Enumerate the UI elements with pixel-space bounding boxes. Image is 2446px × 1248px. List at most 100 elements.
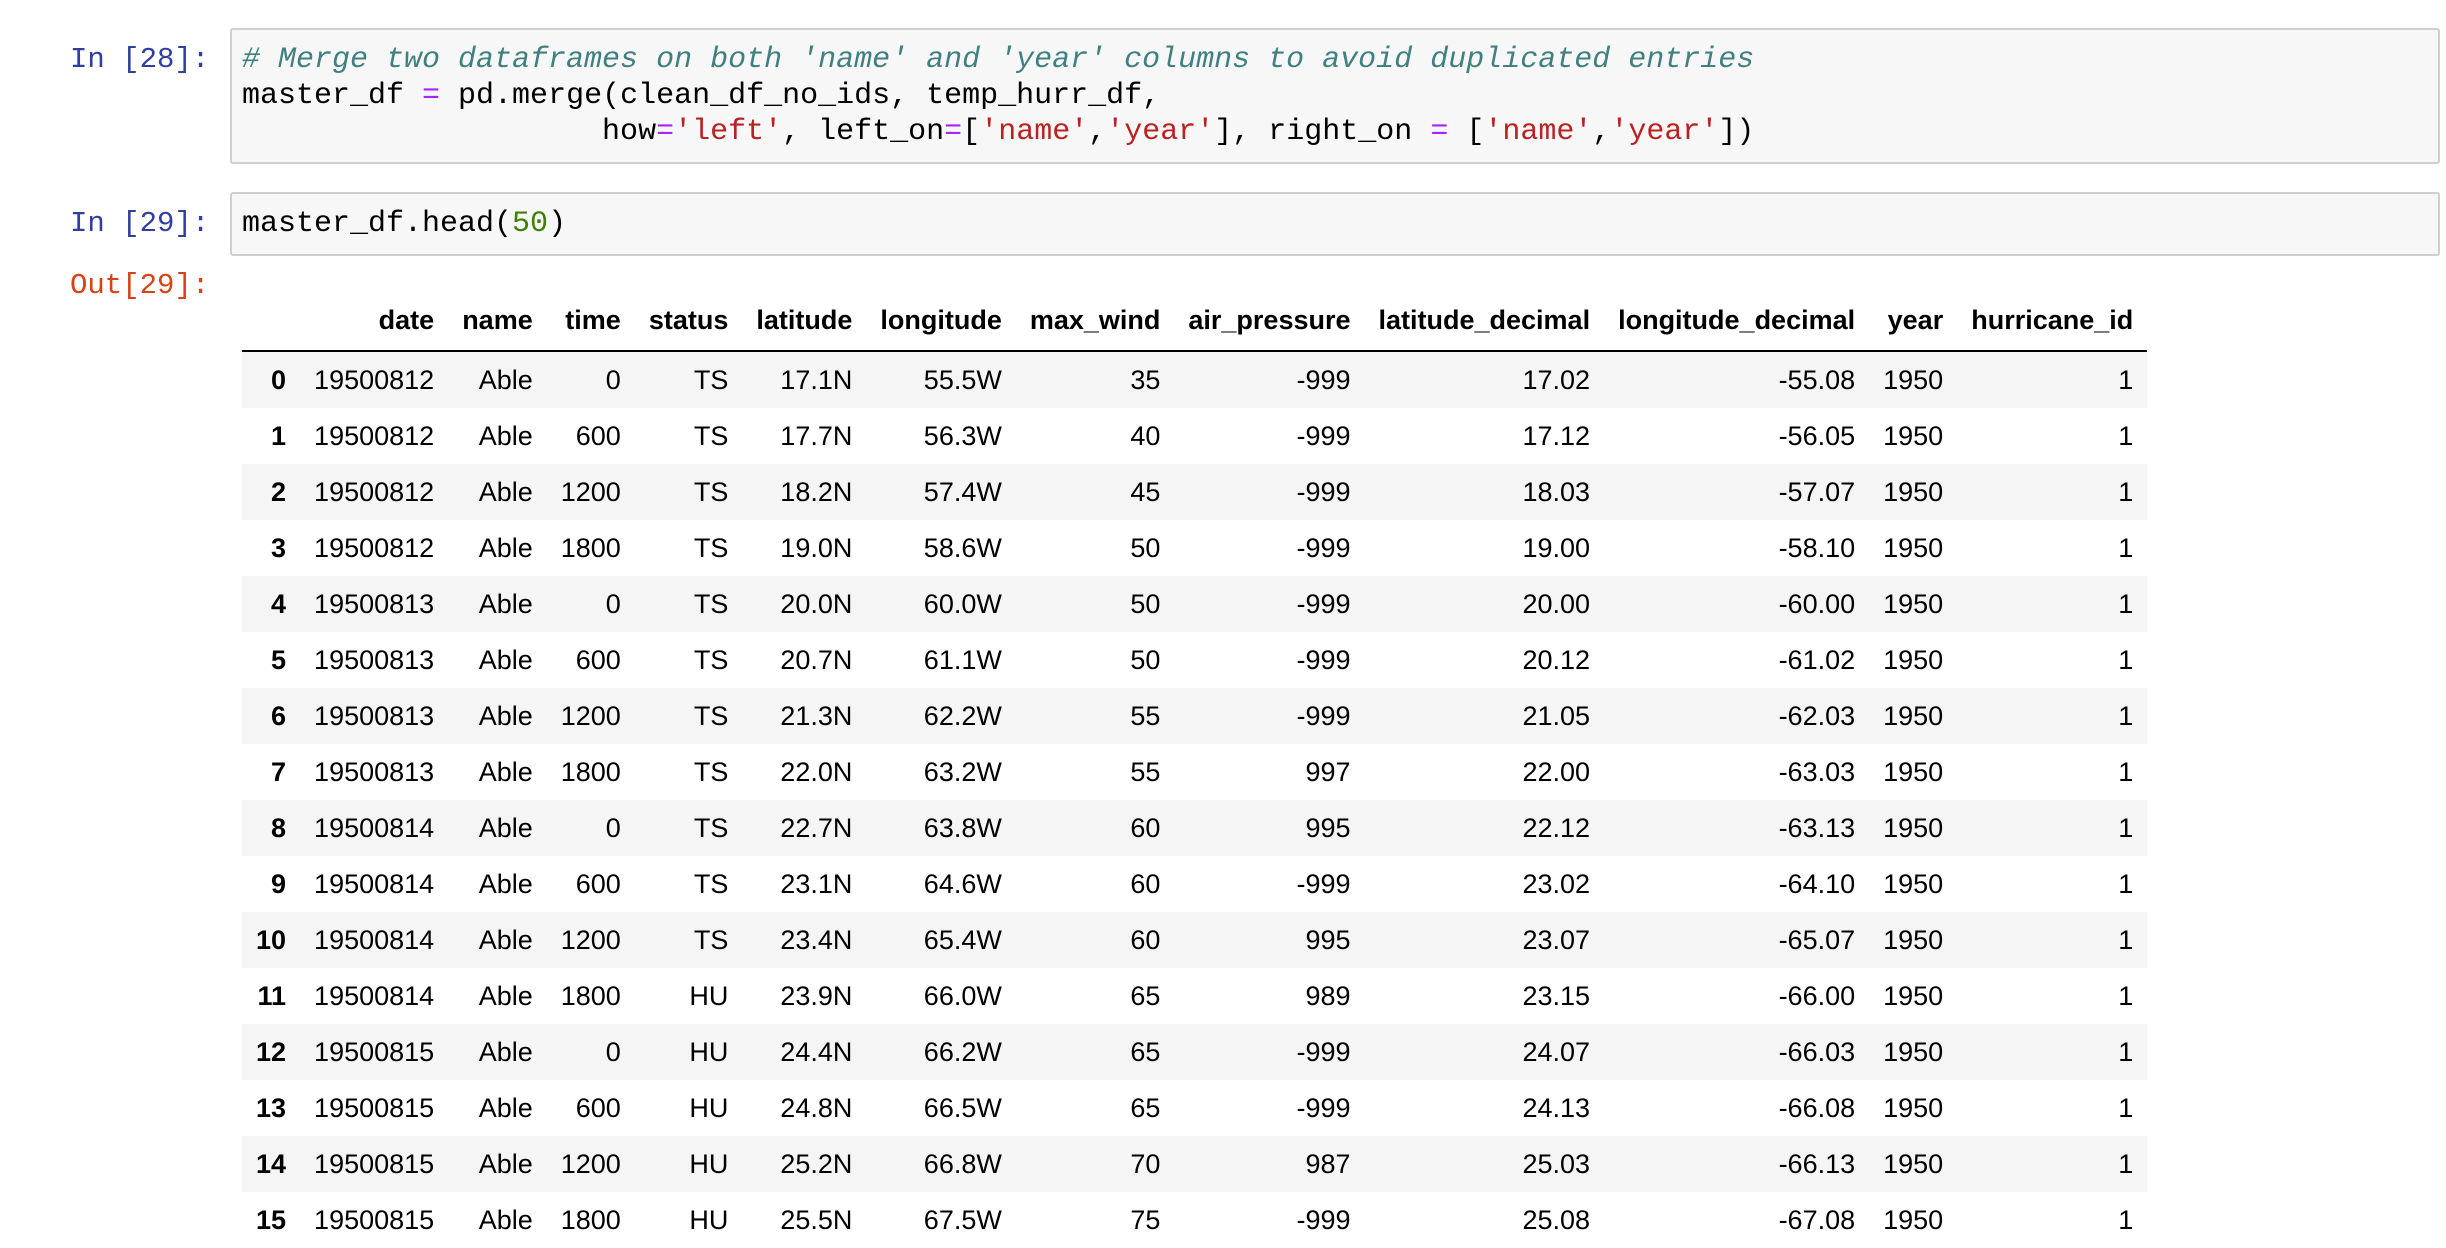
- cell-max_wind: 75: [1015, 1192, 1175, 1248]
- cell-status: HU: [634, 1024, 743, 1080]
- cell-longitude: 63.8W: [866, 800, 1016, 856]
- cell-max_wind: 55: [1015, 688, 1175, 744]
- table-row: 0 19500812 Able 0 TS 17.1N 55.5W 35 -999 17.02 -55…: [242, 351, 2148, 408]
- cell-time: 0: [546, 800, 635, 856]
- cell-year: 1950: [1869, 1024, 1958, 1080]
- cell-time: 1800: [546, 520, 635, 576]
- cell-air_pressure: 997: [1174, 744, 1365, 800]
- code-token-op: =: [944, 115, 963, 149]
- cell-air_pressure: -999: [1174, 688, 1365, 744]
- cell-hurricane_id: 1: [1957, 744, 2148, 800]
- cell-status: TS: [634, 800, 743, 856]
- cell-hurricane_id: 1: [1957, 408, 2148, 464]
- cell-year: 1950: [1869, 632, 1958, 688]
- row-index: 6: [242, 688, 301, 744]
- cell-longitude: 61.1W: [866, 632, 1016, 688]
- cell-longitude_decimal: -66.08: [1604, 1080, 1870, 1136]
- cell-latitude_decimal: 23.15: [1364, 968, 1605, 1024]
- cell-date: 19500814: [300, 800, 449, 856]
- table-row: 6 19500813 Able 1200 TS 21.3N 62.2W 55 -999 21.05…: [242, 688, 2148, 744]
- cell-status: HU: [634, 968, 743, 1024]
- cell-time: 1200: [546, 912, 635, 968]
- cell-latitude_decimal: 25.08: [1364, 1192, 1605, 1248]
- cell-latitude: 17.1N: [742, 351, 867, 408]
- table-row: 11 19500814 Able 1800 HU 23.9N 66.0W 65 989 23.15…: [242, 968, 2148, 1024]
- cell-max_wind: 65: [1015, 968, 1175, 1024]
- cell-hurricane_id: 1: [1957, 576, 2148, 632]
- cell-date: 19500813: [300, 576, 449, 632]
- column-header-date: date: [300, 290, 449, 352]
- column-header-year: year: [1869, 290, 1958, 352]
- code-line: how='left', left_on=['name','year'], rig…: [242, 114, 1754, 150]
- cell-hurricane_id: 1: [1957, 856, 2148, 912]
- cell-longitude: 67.5W: [866, 1192, 1016, 1248]
- cell-longitude: 56.3W: [866, 408, 1016, 464]
- cell-latitude_decimal: 23.02: [1364, 856, 1605, 912]
- cell-name: Able: [448, 576, 547, 632]
- code-token-str: 'left': [674, 115, 783, 149]
- row-index: 0: [242, 351, 301, 408]
- cell-latitude_decimal: 17.12: [1364, 408, 1605, 464]
- cell-longitude_decimal: -63.03: [1604, 744, 1870, 800]
- code-input-box[interactable]: # Merge two dataframes on both 'name' an…: [230, 28, 2440, 164]
- cell-longitude: 66.0W: [866, 968, 1016, 1024]
- cell-time: 0: [546, 576, 635, 632]
- cell-max_wind: 35: [1015, 351, 1175, 408]
- cell-latitude_decimal: 17.02: [1364, 351, 1605, 408]
- cell-time: 1200: [546, 688, 635, 744]
- code-input-box[interactable]: master_df.head(50): [230, 192, 2440, 256]
- code-token-plain: how: [242, 115, 657, 149]
- cell-max_wind: 60: [1015, 856, 1175, 912]
- cell-status: TS: [634, 688, 743, 744]
- cell-max_wind: 40: [1015, 408, 1175, 464]
- cell-air_pressure: 987: [1174, 1136, 1365, 1192]
- cell-longitude: 60.0W: [866, 576, 1016, 632]
- cell-time: 0: [546, 351, 635, 408]
- code-token-str: 'year': [1610, 115, 1719, 149]
- input-prompt: In [29]:: [70, 207, 210, 240]
- cell-name: Able: [448, 688, 547, 744]
- cell-air_pressure: -999: [1174, 464, 1365, 520]
- column-header-longitude: longitude: [866, 290, 1016, 352]
- cell-max_wind: 50: [1015, 632, 1175, 688]
- cell-year: 1950: [1869, 688, 1958, 744]
- cell-hurricane_id: 1: [1957, 1192, 2148, 1248]
- column-header-max_wind: max_wind: [1015, 290, 1175, 352]
- code-token-plain: [: [962, 115, 981, 149]
- cell-year: 1950: [1869, 744, 1958, 800]
- column-header-time: time: [546, 290, 635, 352]
- column-header-status: status: [634, 290, 743, 352]
- cell-name: Able: [448, 800, 547, 856]
- cell-time: 600: [546, 1080, 635, 1136]
- code-token-plain: master_df.head(: [242, 207, 513, 241]
- cell-hurricane_id: 1: [1957, 351, 2148, 408]
- table-row: 8 19500814 Able 0 TS 22.7N 63.8W 60 995 22.12 -63.…: [242, 800, 2148, 856]
- cell-year: 1950: [1869, 576, 1958, 632]
- cell-latitude_decimal: 18.03: [1364, 464, 1605, 520]
- table-row: 3 19500812 Able 1800 TS 19.0N 58.6W 50 -999 19.00…: [242, 520, 2148, 576]
- cell-status: HU: [634, 1080, 743, 1136]
- cell-year: 1950: [1869, 1192, 1958, 1248]
- cell-latitude: 22.0N: [742, 744, 867, 800]
- cell-time: 1800: [546, 1192, 635, 1248]
- table-header-row: date name time status latitude longitude max_w…: [242, 290, 2148, 352]
- cell-time: 600: [546, 632, 635, 688]
- cell-longitude: 58.6W: [866, 520, 1016, 576]
- cell-status: TS: [634, 912, 743, 968]
- table-row: 9 19500814 Able 600 TS 23.1N 64.6W 60 -999 23.02-…: [242, 856, 2148, 912]
- cell-longitude_decimal: -57.07: [1604, 464, 1870, 520]
- code-token-str: 'year': [1106, 115, 1215, 149]
- row-index: 15: [242, 1192, 301, 1248]
- row-index: 1: [242, 408, 301, 464]
- cell-date: 19500812: [300, 464, 449, 520]
- cell-longitude_decimal: -55.08: [1604, 351, 1870, 408]
- cell-latitude_decimal: 20.00: [1364, 576, 1605, 632]
- row-index: 12: [242, 1024, 301, 1080]
- cell-hurricane_id: 1: [1957, 632, 2148, 688]
- table-row: 2 19500812 Able 1200 TS 18.2N 57.4W 45 -999 18.03…: [242, 464, 2148, 520]
- cell-air_pressure: -999: [1174, 1024, 1365, 1080]
- cell-latitude_decimal: 21.05: [1364, 688, 1605, 744]
- cell-latitude_decimal: 22.00: [1364, 744, 1605, 800]
- table-body: 0 19500812 Able 0 TS 17.1N 55.5W 35 -999 17.02 -55…: [242, 351, 2148, 1248]
- cell-year: 1950: [1869, 1136, 1958, 1192]
